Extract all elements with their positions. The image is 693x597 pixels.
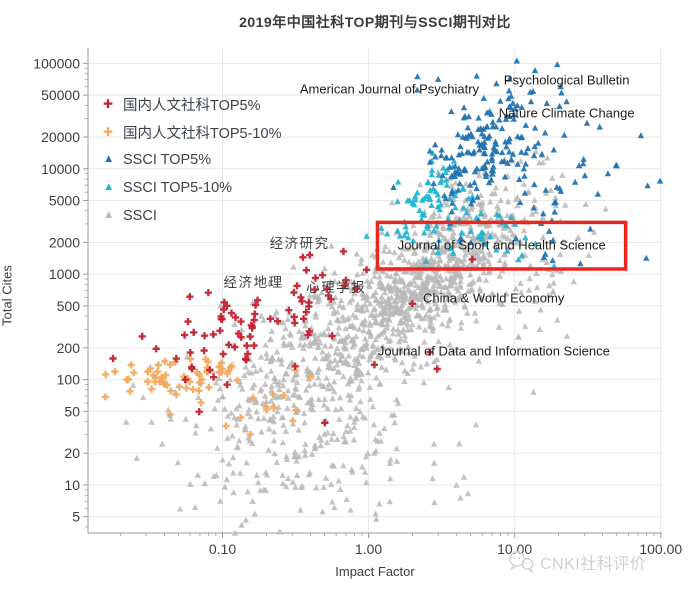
y-axis-title: Total Cites	[0, 265, 15, 326]
chart-legend: ✚ 国内人文社科TOP5% ✚ 国内人文社科TOP5-10% ▲ SSCI TO…	[103, 90, 281, 230]
legend-label: 国内人文社科TOP5-10%	[123, 125, 282, 142]
y-tick-label: 100	[57, 372, 81, 388]
legend-item-ssci-top5: ▲ SSCI TOP5%	[103, 146, 281, 174]
series-ssci-top5	[390, 57, 664, 267]
annotation-label: Journal of Sport and Health Science	[397, 237, 606, 253]
x-tick-label: 10.00	[497, 541, 532, 557]
y-tick-label: 500	[57, 298, 81, 314]
annotation-label: Nature Climate Change	[498, 105, 635, 121]
legend-label: SSCI TOP5-10%	[123, 180, 233, 196]
series-domestic-top5	[109, 247, 476, 427]
y-tick-label: 5000	[49, 193, 80, 209]
annotation-label: China & World Economy	[422, 290, 565, 306]
annotation-label: 心理学报	[306, 279, 367, 295]
annotation-label: Journal of Data and Information Science	[377, 343, 610, 359]
x-tick-label: 0.10	[209, 541, 236, 557]
triangle-icon: ▲	[103, 181, 115, 194]
annotation-label: Psychological Bulletin	[503, 72, 630, 88]
legend-label: SSCI	[123, 208, 157, 224]
y-tick-label: 100000	[33, 55, 80, 71]
annotation-label: American Journal of Psychiatry	[299, 81, 480, 97]
annotation-label: 经济地理	[223, 275, 284, 291]
y-tick-label: 2000	[49, 234, 80, 250]
y-tick-label: 50000	[41, 87, 80, 103]
legend-item-ssci-top5-10: ▲ SSCI TOP5-10%	[103, 174, 281, 202]
watermark-text: CNKI社科评价	[540, 556, 647, 573]
y-tick-label: 5	[72, 509, 80, 525]
legend-item-domestic-top5: ✚ 国内人文社科TOP5%	[103, 90, 281, 118]
y-tick-label: 20000	[41, 129, 80, 145]
chart-title: 2019年中国社科TOP期刊与SSCI期刊对比	[239, 14, 511, 30]
y-tick-label: 20	[64, 445, 80, 461]
legend-item-ssci: ▲ SSCI	[103, 202, 281, 230]
y-tick-label: 10000	[41, 161, 80, 177]
wechat-icon	[509, 551, 534, 574]
highlight-box	[375, 220, 628, 271]
y-tick-label: 1000	[49, 266, 80, 282]
x-tick-label: 1.00	[355, 541, 382, 557]
plus-icon: ✚	[103, 97, 114, 111]
x-tick-label: 100.00	[639, 541, 682, 557]
watermark: CNKI社科评价	[506, 549, 646, 575]
annotation-label: 经济研究	[269, 236, 330, 252]
legend-label: 国内人文社科TOP5%	[123, 97, 261, 114]
y-tick-label: 200	[57, 340, 81, 356]
axes: 100000 50000 20000 10000 5000 2000 1000 500 200 1…	[33, 48, 682, 557]
y-tick-label: 50	[64, 403, 80, 419]
legend-item-domestic-top5-10: ✚ 国内人文社科TOP5-10%	[103, 118, 281, 146]
triangle-icon: ▲	[103, 209, 115, 222]
x-axis-title: Impact Factor	[335, 564, 415, 579]
triangle-icon: ▲	[103, 153, 115, 166]
plus-icon: ✚	[103, 125, 114, 139]
y-tick-label: 10	[64, 477, 80, 493]
legend-label: SSCI TOP5%	[123, 152, 212, 168]
